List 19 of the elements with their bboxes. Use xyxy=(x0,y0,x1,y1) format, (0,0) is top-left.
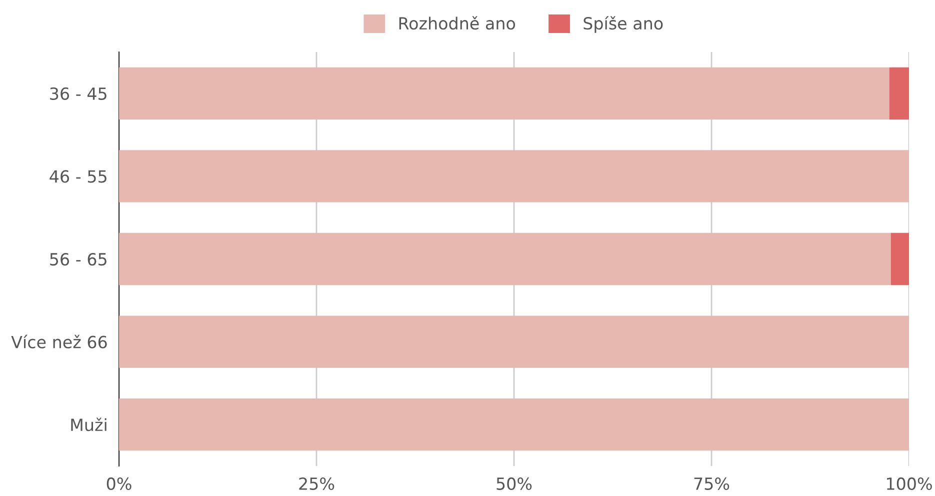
bar xyxy=(119,316,909,368)
legend-label: Rozhodně ano xyxy=(399,16,516,30)
bar xyxy=(119,150,909,202)
y-tick-label: 56 - 65 xyxy=(50,252,106,266)
x-tick-label: 0% xyxy=(106,477,132,490)
x-tick-label: 25% xyxy=(299,477,334,490)
bar xyxy=(119,67,890,120)
bar xyxy=(119,398,909,451)
bar xyxy=(889,67,909,120)
y-tick-label: 46 - 55 xyxy=(50,170,106,183)
y-tick-label: Více než 66 xyxy=(11,334,107,348)
legend-label: Spíše ano xyxy=(584,16,663,33)
bar xyxy=(890,232,909,286)
bar xyxy=(119,232,891,286)
y-tick-label: 36 - 45 xyxy=(50,87,106,100)
x-tick-label: 100% xyxy=(887,477,932,490)
x-tick-label: 75% xyxy=(694,477,730,490)
x-tick-label: 50% xyxy=(496,477,532,490)
y-tick-label: Muži xyxy=(71,418,106,432)
